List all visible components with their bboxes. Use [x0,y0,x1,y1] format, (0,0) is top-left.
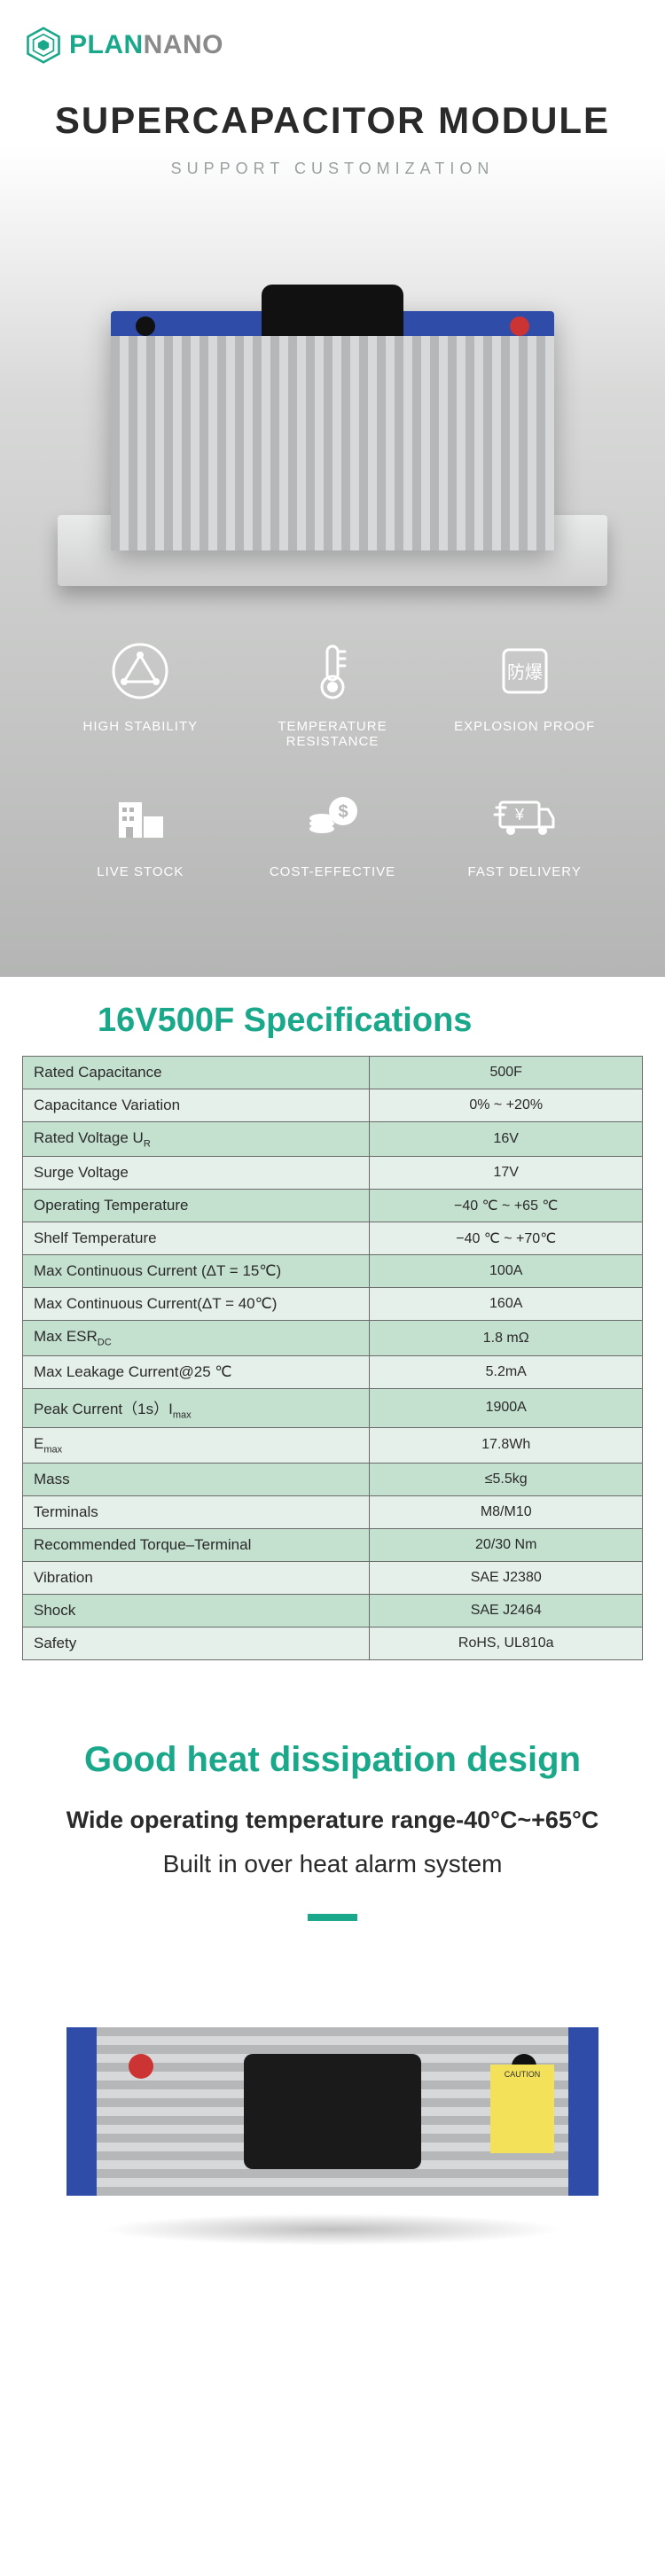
logo-text: PLANNANO [69,30,223,60]
feature-item: 防爆 EXPLOSION PROOF [437,639,612,749]
feature-label: HIGH STABILITY [83,719,199,734]
table-row: Peak Current（1s）Imax 1900A [23,1388,643,1427]
heat-line2: Built in over heat alarm system [0,1850,665,1878]
spec-key: Max ESRDC [23,1321,370,1355]
spec-value: ≤5.5kg [370,1463,643,1495]
spec-key: Max Leakage Current@25 ℃ [23,1355,370,1388]
thermo-icon [301,639,364,703]
spec-value: RoHS, UL810a [370,1627,643,1659]
hero-subtitle: SUPPORT CUSTOMIZATION [0,160,665,178]
spec-key: Shock [23,1594,370,1627]
spec-value: SAE J2464 [370,1594,643,1627]
feature-label: LIVE STOCK [97,864,184,879]
spec-title: 16V500F Specifications [0,977,665,1056]
spec-key: Recommended Torque–Terminal [23,1528,370,1561]
feature-label: COST-EFFECTIVE [270,864,395,879]
feature-label: FAST DELIVERY [468,864,582,879]
spec-key: Terminals [23,1495,370,1528]
table-row: Rated Voltage UR 16V [23,1122,643,1157]
spec-value: 100A [370,1255,643,1288]
spec-table-body: Rated Capacitance 500F Capacitance Varia… [23,1057,643,1660]
spec-table: Rated Capacitance 500F Capacitance Varia… [22,1056,643,1660]
table-row: Max Continuous Current (ΔT = 15℃) 100A [23,1255,643,1288]
spec-value: −40 ℃ ~ +65 ℃ [370,1190,643,1222]
feature-label: EXPLOSION PROOF [454,719,595,734]
table-row: Max Leakage Current@25 ℃ 5.2mA [23,1355,643,1388]
feature-item: HIGH STABILITY [53,639,228,749]
logo-text-pre: PLAN [69,30,144,59]
heat-section: Good heat dissipation design Wide operat… [0,1713,665,2290]
heat-line1: Wide operating temperature range-40°C~+6… [0,1807,665,1834]
feature-item: LIVE STOCK [53,785,228,879]
spec-key: Rated Capacitance [23,1057,370,1089]
triangle-icon [108,639,172,703]
coins-icon: $ [301,785,364,848]
feature-item: $ COST-EFFECTIVE [246,785,420,879]
table-row: Operating Temperature −40 ℃ ~ +65 ℃ [23,1190,643,1222]
product-top-image: CAUTION [66,1992,598,2222]
table-row: Terminals M8/M10 [23,1495,643,1528]
table-row: Emax 17.8Wh [23,1428,643,1463]
spec-key: Rated Voltage UR [23,1122,370,1157]
spec-key: Emax [23,1428,370,1463]
features-grid: HIGH STABILITY TEMPERATURE RESISTANCE 防爆… [0,586,665,941]
logo: PLANNANO [0,27,665,64]
product-front-image [58,231,607,586]
logo-hex-icon [25,27,62,64]
spec-key: Mass [23,1463,370,1495]
hero-title: SUPERCAPACITOR MODULE [0,99,665,142]
spec-value: 17V [370,1157,643,1190]
spec-value: 0% ~ +20% [370,1089,643,1122]
feature-label: TEMPERATURE RESISTANCE [246,719,420,749]
spec-value: 1900A [370,1388,643,1427]
table-row: Mass ≤5.5kg [23,1463,643,1495]
caution-label: CAUTION [490,2065,554,2153]
feature-item: TEMPERATURE RESISTANCE [246,639,420,749]
hero-section: PLANNANO SUPERCAPACITOR MODULE SUPPORT C… [0,0,665,977]
spec-value: −40 ℃ ~ +70℃ [370,1222,643,1255]
table-row: Safety RoHS, UL810a [23,1627,643,1659]
logo-text-post: NANO [144,30,223,59]
spec-key: Vibration [23,1561,370,1594]
spec-value: 5.2mA [370,1355,643,1388]
table-row: Capacitance Variation 0% ~ +20% [23,1089,643,1122]
spec-key: Peak Current（1s）Imax [23,1388,370,1427]
svg-text:¥: ¥ [514,806,525,824]
spec-key: Safety [23,1627,370,1659]
spec-value: M8/M10 [370,1495,643,1528]
feature-item: ¥ FAST DELIVERY [437,785,612,879]
building-icon [108,785,172,848]
spec-value: 17.8Wh [370,1428,643,1463]
spec-key: Max Continuous Current(ΔT = 40℃) [23,1288,370,1321]
spec-value: 160A [370,1288,643,1321]
divider-bar [308,1914,357,1921]
spec-value: 1.8 mΩ [370,1321,643,1355]
table-row: Shelf Temperature −40 ℃ ~ +70℃ [23,1222,643,1255]
table-row: Shock SAE J2464 [23,1594,643,1627]
table-row: Recommended Torque–Terminal 20/30 Nm [23,1528,643,1561]
spec-value: 20/30 Nm [370,1528,643,1561]
shield-icon: 防爆 [493,639,557,703]
spec-value: 500F [370,1057,643,1089]
table-row: Max Continuous Current(ΔT = 40℃) 160A [23,1288,643,1321]
spec-value: SAE J2380 [370,1561,643,1594]
table-row: Max ESRDC 1.8 mΩ [23,1321,643,1355]
svg-text:防爆: 防爆 [507,662,543,683]
truck-icon: ¥ [493,785,557,848]
svg-text:$: $ [338,802,348,822]
heat-title: Good heat dissipation design [0,1740,665,1780]
spec-key: Capacitance Variation [23,1089,370,1122]
table-row: Rated Capacitance 500F [23,1057,643,1089]
spec-value: 16V [370,1122,643,1157]
table-row: Surge Voltage 17V [23,1157,643,1190]
table-row: Vibration SAE J2380 [23,1561,643,1594]
spec-key: Operating Temperature [23,1190,370,1222]
spec-section: 16V500F Specifications Rated Capacitance… [0,977,665,1713]
spec-key: Surge Voltage [23,1157,370,1190]
spec-key: Shelf Temperature [23,1222,370,1255]
spec-key: Max Continuous Current (ΔT = 15℃) [23,1255,370,1288]
